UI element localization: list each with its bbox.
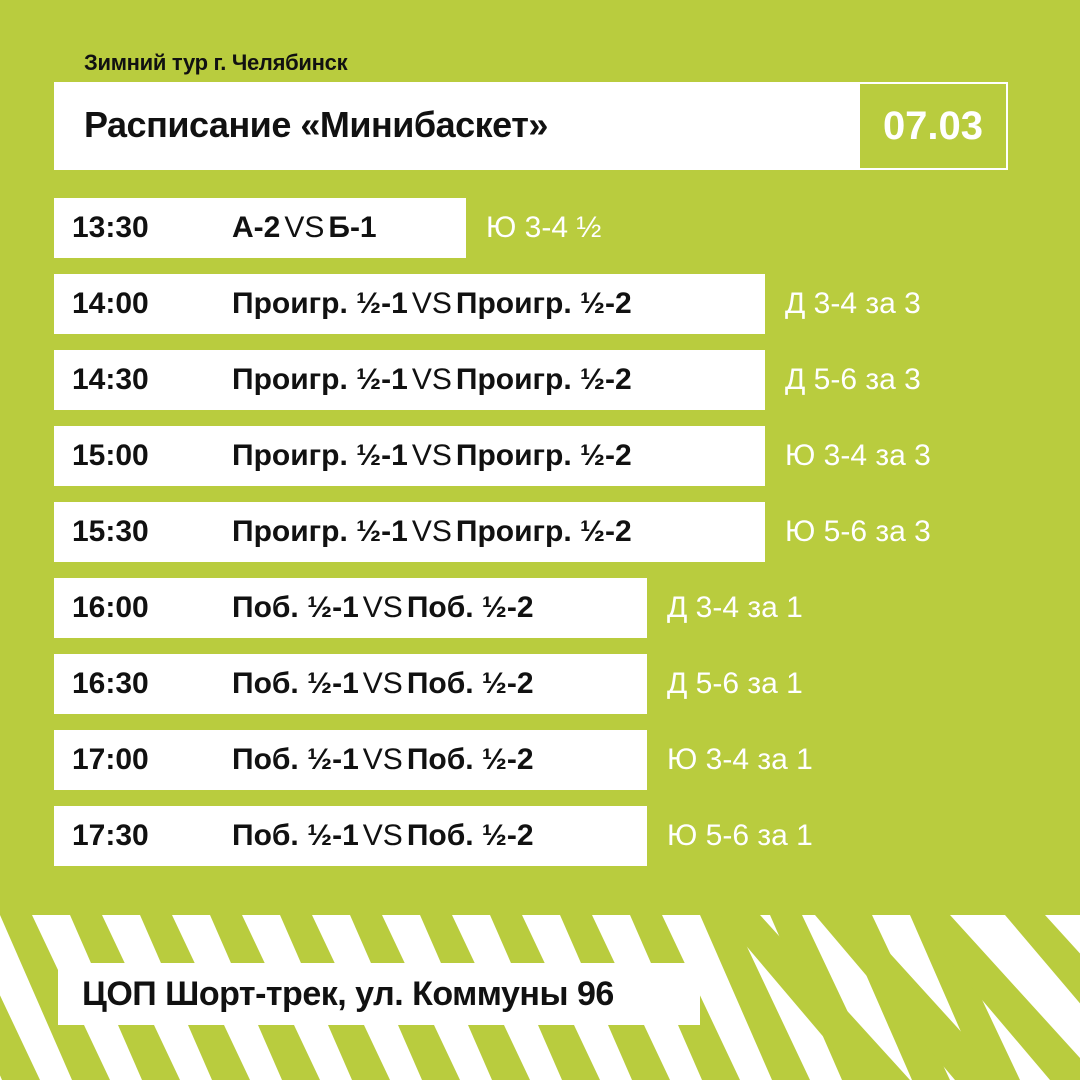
page-title: Расписание «Минибаскет» (84, 104, 548, 145)
match-box: 14:00 Проигр. ½-1 VS Проигр. ½-2 (54, 274, 765, 334)
match-category: Д 3-4 за 3 (785, 287, 921, 320)
stripe (720, 915, 910, 1080)
stripe (815, 915, 1005, 1080)
match-box: 15:00 Проигр. ½-1 VS Проигр. ½-2 (54, 426, 765, 486)
match-category: Ю 5-6 за 3 (785, 515, 931, 548)
team-1: Поб. ½-1 (232, 819, 359, 852)
stripe (1005, 915, 1080, 1004)
match-time: 14:30 (72, 363, 149, 396)
team-1: Поб. ½-1 (232, 591, 359, 624)
match-time: 16:00 (72, 591, 149, 624)
match-time: 13:30 (72, 211, 149, 244)
venue-box: ЦОП Шорт-трек, ул. Коммуны 96 (58, 963, 700, 1025)
match-time: 16:30 (72, 667, 149, 700)
team-2: Проигр. ½-2 (455, 363, 632, 396)
team-1: Проигр. ½-1 (232, 515, 408, 548)
vs-label: VS (411, 439, 452, 472)
team-2: Поб. ½-2 (406, 743, 534, 776)
schedule-row: 14:30 Проигр. ½-1 VS Проигр. ½-2 Д 5-6 з… (54, 350, 921, 410)
vs-label: VS (411, 287, 452, 320)
date-badge: 07.03 (860, 84, 1006, 168)
match-box: 14:30 Проигр. ½-1 VS Проигр. ½-2 (54, 350, 765, 410)
venue-label: ЦОП Шорт-трек, ул. Коммуны 96 (82, 974, 614, 1013)
vs-label: VS (411, 363, 452, 396)
tour-subtitle: Зимний тур г. Челябинск (84, 50, 348, 75)
match-box: 15:30 Проигр. ½-1 VS Проигр. ½-2 (54, 502, 765, 562)
match-time: 17:00 (72, 743, 149, 776)
vs-label: VS (284, 211, 325, 244)
schedule-row: 17:30 Поб. ½-1 VS Поб. ½-2 Ю 5-6 за 1 (54, 806, 813, 866)
match-time: 14:00 (72, 287, 149, 320)
schedule-row: 14:00 Проигр. ½-1 VS Проигр. ½-2 Д 3-4 з… (54, 274, 921, 334)
match-time: 15:30 (72, 515, 149, 548)
team-2: Поб. ½-2 (406, 819, 534, 852)
team-2: Проигр. ½-2 (455, 439, 632, 472)
match-time: 15:00 (72, 439, 149, 472)
team-2: Проигр. ½-2 (455, 515, 632, 548)
match-category: Ю 3-4 за 3 (785, 439, 931, 472)
vs-label: VS (362, 591, 403, 624)
team-2: Поб. ½-2 (406, 591, 534, 624)
team-2: Поб. ½-2 (406, 667, 534, 700)
header-box: Расписание «Минибаскет» 07.03 (54, 82, 1008, 170)
match-box: 13:30 А-2 VS Б-1 (54, 198, 466, 258)
match-box: 16:00 Поб. ½-1 VS Поб. ½-2 (54, 578, 647, 638)
team-1: Поб. ½-1 (232, 667, 359, 700)
stripe (0, 915, 110, 1080)
match-category: Д 5-6 за 1 (667, 667, 803, 700)
team-2: Б-1 (328, 211, 377, 244)
match-category: Ю 3-4 ½ (486, 211, 602, 244)
schedule-row: 16:30 Поб. ½-1 VS Поб. ½-2 Д 5-6 за 1 (54, 654, 803, 714)
vs-label: VS (362, 743, 403, 776)
schedule-row: 15:00 Проигр. ½-1 VS Проигр. ½-2 Ю 3-4 з… (54, 426, 931, 486)
stripe (0, 995, 40, 1080)
team-1: Поб. ½-1 (232, 743, 359, 776)
vs-label: VS (411, 515, 452, 548)
match-category: Д 3-4 за 1 (667, 591, 803, 624)
stripe (910, 915, 1080, 1080)
match-category: Д 5-6 за 3 (785, 363, 921, 396)
stripe (700, 915, 810, 1080)
team-1: А-2 (232, 211, 281, 244)
schedule-row: 16:00 Поб. ½-1 VS Поб. ½-2 Д 3-4 за 1 (54, 578, 803, 638)
team-1: Проигр. ½-1 (232, 439, 408, 472)
stripe (910, 915, 1020, 1080)
match-category: Ю 3-4 за 1 (667, 743, 813, 776)
team-1: Проигр. ½-1 (232, 287, 408, 320)
match-time: 17:30 (72, 819, 149, 852)
schedule-row: 13:30 А-2 VS Б-1 Ю 3-4 ½ (54, 198, 601, 258)
match-box: 17:30 Поб. ½-1 VS Поб. ½-2 (54, 806, 647, 866)
match-category: Ю 5-6 за 1 (667, 819, 813, 852)
match-box: 16:30 Поб. ½-1 VS Поб. ½-2 (54, 654, 647, 714)
schedule-row: 15:30 Проигр. ½-1 VS Проигр. ½-2 Ю 5-6 з… (54, 502, 931, 562)
team-1: Проигр. ½-1 (232, 363, 408, 396)
vs-label: VS (362, 667, 403, 700)
team-2: Проигр. ½-2 (455, 287, 632, 320)
schedule-row: 17:00 Поб. ½-1 VS Поб. ½-2 Ю 3-4 за 1 (54, 730, 813, 790)
vs-label: VS (362, 819, 403, 852)
match-box: 17:00 Поб. ½-1 VS Поб. ½-2 (54, 730, 647, 790)
